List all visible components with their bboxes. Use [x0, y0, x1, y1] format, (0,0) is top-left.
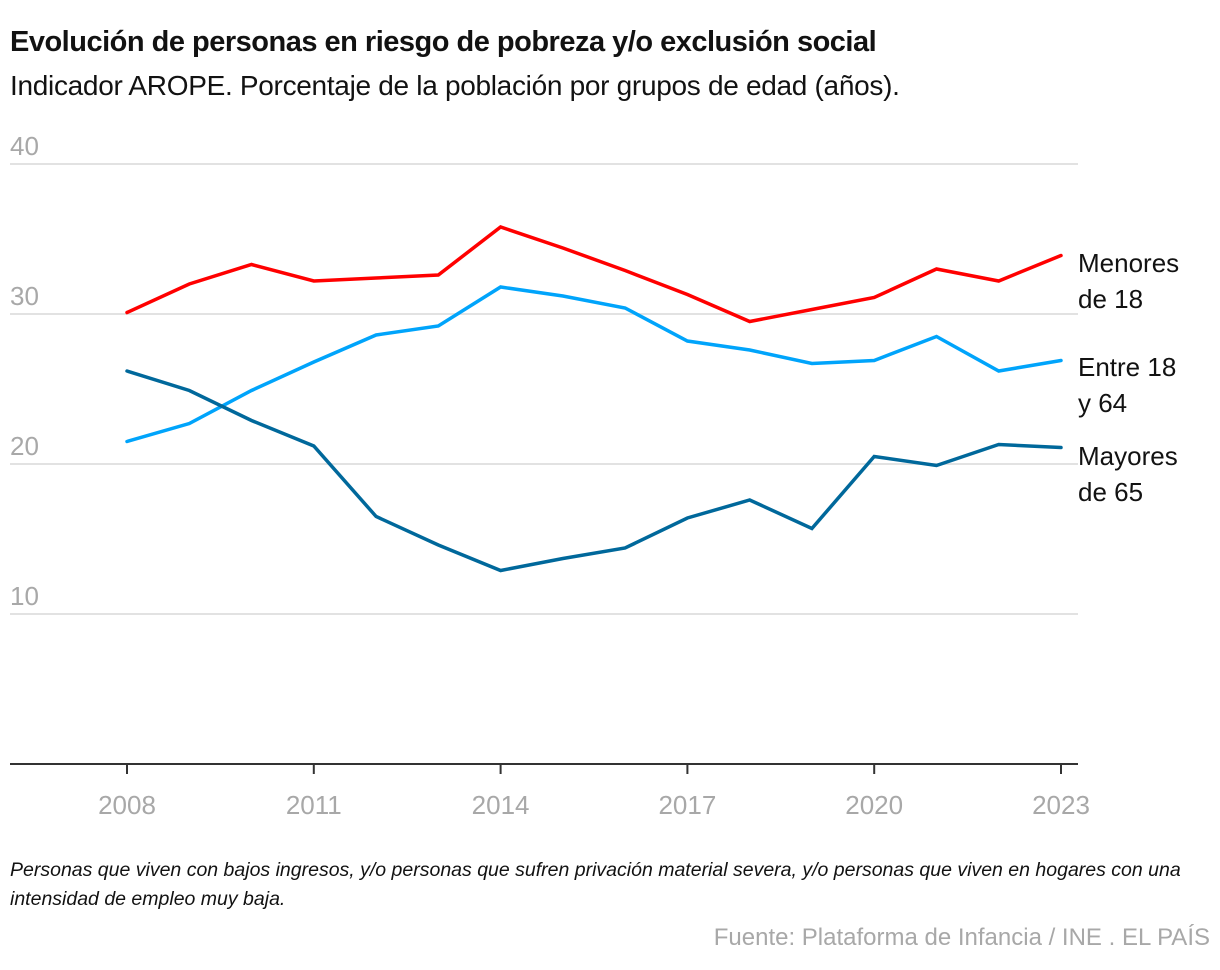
- series-line-0: [125, 225, 1063, 324]
- x-tick-label: 2011: [286, 790, 342, 820]
- series-label-line: de 18: [1078, 284, 1143, 314]
- x-tick-label: 2023: [1032, 790, 1090, 820]
- y-tick-label: 30: [10, 281, 39, 311]
- series-label-line: Menores: [1078, 248, 1179, 278]
- series-label-2: Mayores de 65: [1078, 441, 1178, 507]
- x-axis: 2008 2011 2014 2017 2020 2023: [10, 763, 1090, 820]
- series-labels: Menores de 18 Entre 18 y 64 Mayores de 65: [1078, 248, 1179, 507]
- series-label-line: de 65: [1078, 477, 1143, 507]
- footnote: Personas que viven con bajos ingresos, y…: [10, 859, 1181, 910]
- gridlines: [10, 163, 1078, 615]
- series-label-0: Menores de 18: [1078, 248, 1179, 314]
- x-tick-label: 2008: [98, 790, 156, 820]
- line-chart: 10 20 30 40 2008 2011 2014 2017 2020 2023 Menore…: [10, 131, 1179, 820]
- x-tick-label: 2014: [472, 790, 530, 820]
- series-label-1: Entre 18 y 64: [1078, 352, 1176, 418]
- series-label-line: Mayores: [1078, 441, 1178, 471]
- series-lines: [125, 225, 1063, 573]
- series-line-2: [125, 369, 1063, 573]
- chart-subtitle: Indicador AROPE. Porcentaje de la poblac…: [10, 70, 900, 101]
- series-label-line: y 64: [1078, 388, 1127, 418]
- chart-title: Evolución de personas en riesgo de pobre…: [10, 26, 877, 58]
- y-tick-label: 10: [10, 581, 39, 611]
- y-axis-ticks: 10 20 30 40: [10, 131, 39, 611]
- y-tick-label: 20: [10, 431, 39, 461]
- series-line-1: [125, 285, 1063, 444]
- x-tick-label: 2017: [658, 790, 716, 820]
- series-label-line: Entre 18: [1078, 352, 1176, 382]
- source-credit: Fuente: Plataforma de Infancia / INE . E…: [713, 924, 1210, 951]
- y-tick-label: 40: [10, 131, 39, 161]
- x-tick-label: 2020: [845, 790, 903, 820]
